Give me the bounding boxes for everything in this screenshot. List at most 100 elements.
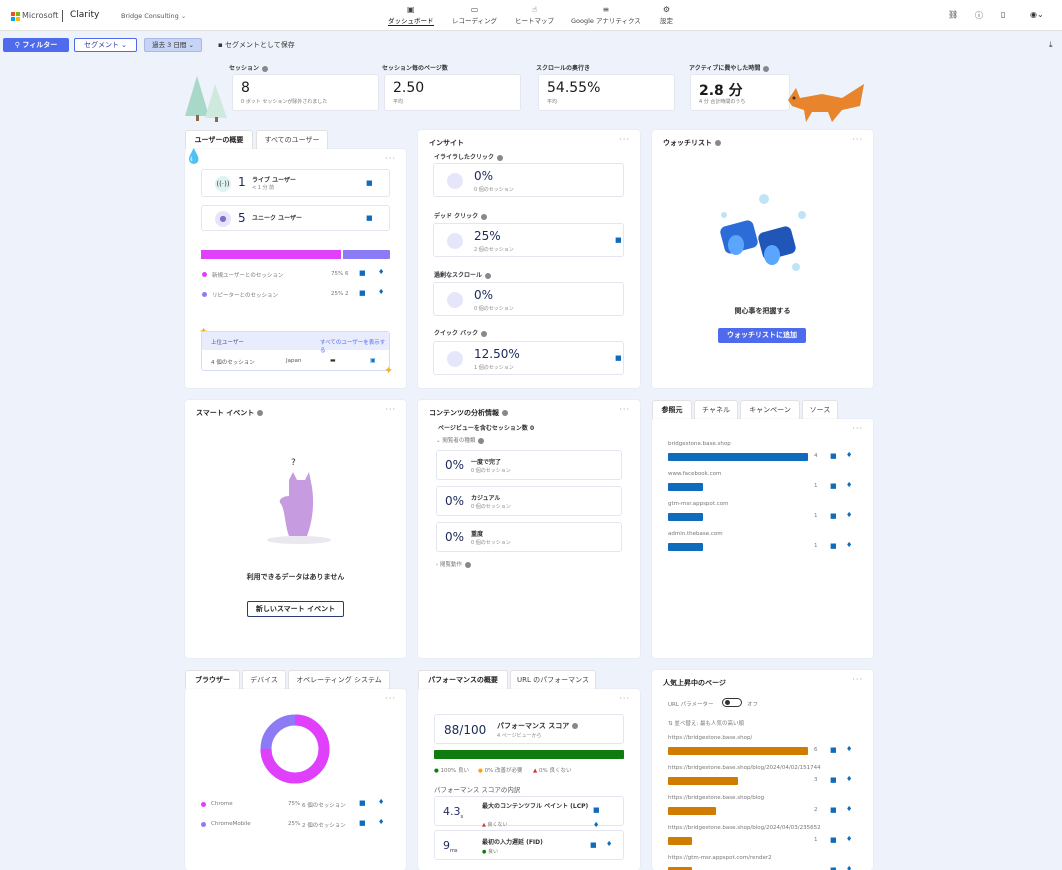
- filter-button[interactable]: ⚲ フィルター: [3, 38, 69, 52]
- tab-url-performance[interactable]: URL のパフォーマンス: [510, 670, 596, 690]
- tab-all-users[interactable]: すべてのユーザー: [256, 130, 328, 150]
- tab-os[interactable]: オペレーティング システム: [288, 670, 390, 690]
- camera-icon[interactable]: ■: [359, 289, 366, 297]
- fid-row[interactable]: 9ms 最初の入力遅延 (FID) ● 良い ■ ♦: [434, 830, 624, 860]
- popular-page-row[interactable]: https://bridgestone.base.shop/blog 2 ■ ♦: [652, 795, 873, 823]
- tab-sources[interactable]: ソース: [802, 400, 838, 420]
- tab-channels[interactable]: チャネル: [694, 400, 738, 420]
- camera-icon[interactable]: ■: [830, 542, 837, 550]
- tab-user-overview[interactable]: ユーザーの概要: [185, 130, 253, 150]
- heatmap-drop-icon[interactable]: ♦: [846, 805, 853, 813]
- heatmap-drop-icon[interactable]: ♦: [846, 865, 853, 870]
- reader-type-toggle[interactable]: ⌄ 閲覧者の種類: [436, 436, 485, 444]
- lcp-row[interactable]: 4.3s 最大のコンテンツフル ペイント (LCP) ▲ 良くない ■ ♦: [434, 796, 624, 829]
- legend-dot-new: [202, 272, 207, 277]
- popular-page-row[interactable]: https://bridgestone.base.shop/blog/2024/…: [652, 825, 873, 853]
- performance-score-sub: 4 ページビューから: [497, 733, 542, 739]
- camera-icon[interactable]: ■: [359, 819, 366, 827]
- heatmap-drop-icon[interactable]: ♦: [378, 268, 385, 276]
- nav-recordings[interactable]: ▭ レコーディング: [452, 5, 498, 25]
- camera-icon[interactable]: ■: [359, 799, 366, 807]
- new-smart-event-button[interactable]: 新しいスマート イベント: [247, 601, 344, 617]
- insight-quick-back[interactable]: 12.50% 1 個のセッション ■: [433, 341, 624, 375]
- sort-dropdown[interactable]: ⇅ 並べ替え: 最も人気の高い順: [668, 721, 744, 727]
- tab-performance-overview[interactable]: パフォーマンスの概要: [418, 670, 508, 690]
- date-range-dropdown[interactable]: 過去 3 日間 ⌄: [144, 38, 202, 52]
- heatmap-drop-icon[interactable]: ♦: [378, 818, 385, 826]
- camera-icon[interactable]: ■: [830, 836, 837, 844]
- camera-icon[interactable]: ■: [830, 746, 837, 754]
- insight-dead-click[interactable]: 25% 2 個のセッション ■: [433, 223, 624, 257]
- nav-dashboard[interactable]: ▣ ダッシュボード: [388, 5, 434, 26]
- tab-campaigns[interactable]: キャンペーン: [740, 400, 800, 420]
- referrer-row[interactable]: www.facebook.com 1 ■ ♦: [652, 471, 873, 499]
- heatmap-drop-icon[interactable]: ♦: [846, 835, 853, 843]
- heatmap-drop-icon[interactable]: ♦: [378, 288, 385, 296]
- insight-excess-scroll[interactable]: 0% 0 個のセッション: [433, 282, 624, 316]
- more-options-icon[interactable]: ···: [619, 135, 630, 144]
- segment-dropdown[interactable]: セグメント ⌄: [74, 38, 137, 52]
- more-options-icon[interactable]: ···: [385, 694, 396, 703]
- nav-heatmaps[interactable]: ☝ ヒートマップ: [515, 5, 554, 25]
- heatmap-drop-icon[interactable]: ♦: [378, 798, 385, 806]
- nav-google-analytics[interactable]: ≡ Google アナリティクス: [571, 5, 641, 25]
- app-name[interactable]: Clarity: [70, 10, 100, 20]
- download-icon[interactable]: ⤓: [1049, 40, 1053, 49]
- connections-icon[interactable]: ⛓: [948, 10, 959, 19]
- id-card-icon[interactable]: ▣: [370, 357, 376, 364]
- camera-icon[interactable]: ■: [830, 452, 837, 460]
- document-icon[interactable]: ▯: [1001, 10, 1006, 19]
- popular-page-row[interactable]: https://gtm-msr.appspot.com/render2 ■ ♦: [652, 855, 873, 870]
- view-all-users-link[interactable]: すべてのユーザーを表示する: [320, 340, 386, 354]
- referrer-row[interactable]: gtm-msr.appspot.com 1 ■ ♦: [652, 501, 873, 529]
- camera-icon[interactable]: ■: [366, 214, 373, 222]
- camera-icon[interactable]: ■: [615, 236, 622, 244]
- nav-settings[interactable]: ⚙ 設定: [660, 5, 673, 25]
- heatmap-drop-icon[interactable]: ♦: [846, 511, 853, 519]
- account-icon[interactable]: ◉⌄: [1030, 10, 1044, 19]
- save-segment-button[interactable]: ▪ セグメントとして保存: [218, 41, 295, 49]
- project-selector[interactable]: Bridge Consulting ⌄: [121, 12, 187, 20]
- more-options-icon[interactable]: ···: [852, 675, 863, 684]
- camera-icon[interactable]: ■: [615, 354, 622, 362]
- more-options-icon[interactable]: ···: [619, 405, 630, 414]
- camera-icon[interactable]: ■: [366, 179, 373, 187]
- more-options-icon[interactable]: ···: [385, 154, 396, 163]
- camera-icon[interactable]: ■: [830, 512, 837, 520]
- camera-icon[interactable]: ■: [590, 841, 597, 849]
- tab-devices[interactable]: デバイス: [242, 670, 286, 690]
- content-heavy[interactable]: 0% 重度 0 個のセッション: [436, 522, 622, 552]
- more-options-icon[interactable]: ···: [852, 135, 863, 144]
- popular-page-row[interactable]: https://bridgestone.base.shop/blog/2024/…: [652, 765, 873, 793]
- insight-rage-click[interactable]: 0% 0 個のセッション: [433, 163, 624, 197]
- content-casual[interactable]: 0% カジュアル 0 個のセッション: [436, 486, 622, 516]
- reading-behavior-toggle[interactable]: › 閲覧動作: [436, 560, 471, 568]
- heatmap-drop-icon[interactable]: ♦: [846, 775, 853, 783]
- tab-browsers[interactable]: ブラウザー: [185, 670, 240, 690]
- tab-referrers[interactable]: 参照元: [652, 400, 692, 420]
- referrer-row[interactable]: bridgestone.base.shop 4 ■ ♦: [652, 441, 873, 469]
- url-param-toggle[interactable]: [722, 698, 742, 707]
- referrer-row[interactable]: admin.thebase.com 1 ■ ♦: [652, 531, 873, 559]
- more-options-icon[interactable]: ···: [385, 405, 396, 414]
- camera-icon[interactable]: ■: [593, 806, 600, 814]
- more-options-icon[interactable]: ···: [852, 424, 863, 433]
- live-users-row[interactable]: ((·)) 1 ライブ ユーザー < 1 分 前 ■: [201, 169, 390, 197]
- heatmap-drop-icon[interactable]: ♦: [606, 840, 613, 848]
- camera-icon[interactable]: ■: [830, 482, 837, 490]
- heatmap-drop-icon[interactable]: ♦: [846, 541, 853, 549]
- content-one-time[interactable]: 0% 一度で完了 0 個のセッション: [436, 450, 622, 480]
- heatmap-drop-icon[interactable]: ♦: [593, 821, 600, 829]
- more-options-icon[interactable]: ···: [619, 694, 630, 703]
- heatmap-drop-icon[interactable]: ♦: [846, 481, 853, 489]
- camera-icon[interactable]: ■: [830, 866, 837, 870]
- camera-icon[interactable]: ■: [830, 776, 837, 784]
- camera-icon[interactable]: ■: [830, 806, 837, 814]
- popular-page-row[interactable]: https://bridgestone.base.shop/ 6 ■ ♦: [652, 735, 873, 763]
- add-watchlist-button[interactable]: ウォッチリストに追加: [718, 328, 806, 343]
- unique-users-row[interactable]: ● 5 ユニーク ユーザー ■: [201, 205, 390, 231]
- heatmap-drop-icon[interactable]: ♦: [846, 451, 853, 459]
- camera-icon[interactable]: ■: [359, 269, 366, 277]
- heatmap-drop-icon[interactable]: ♦: [846, 745, 853, 753]
- help-icon[interactable]: ⓘ: [975, 11, 983, 20]
